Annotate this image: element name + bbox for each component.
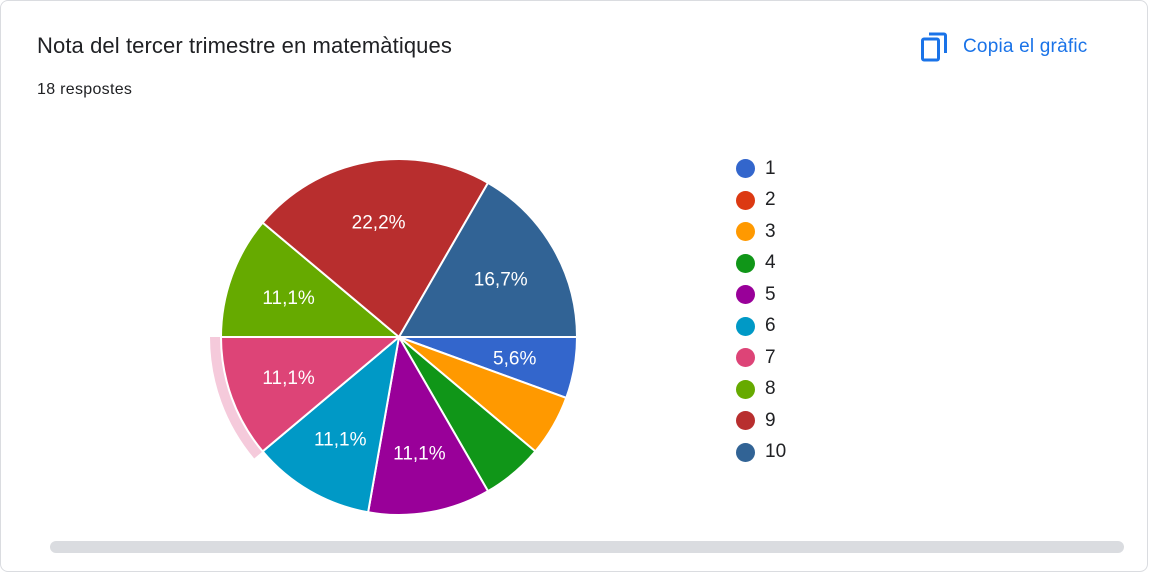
slice-label-7: 11,1% xyxy=(262,368,315,389)
legend-item-8[interactable]: 8 xyxy=(736,374,786,406)
legend-swatch-9 xyxy=(736,411,755,430)
legend-item-1[interactable]: 1 xyxy=(736,153,786,185)
slice-label-1: 5,6% xyxy=(493,348,536,369)
legend-item-3[interactable]: 3 xyxy=(736,216,786,248)
legend-item-9[interactable]: 9 xyxy=(736,405,786,437)
legend-item-7[interactable]: 7 xyxy=(736,342,786,374)
chart-legend: 1 2 3 4 5 6 7 8 9 10 xyxy=(736,153,786,468)
legend-label-6: 6 xyxy=(765,315,776,337)
legend-swatch-10 xyxy=(736,443,755,462)
legend-item-2[interactable]: 2 xyxy=(736,185,786,217)
legend-label-2: 2 xyxy=(765,189,776,211)
slice-label-8: 11,1% xyxy=(262,288,315,309)
legend-label-7: 7 xyxy=(765,347,776,369)
slice-label-6: 11,1% xyxy=(314,430,367,451)
legend-label-10: 10 xyxy=(765,441,786,463)
legend-swatch-4 xyxy=(736,254,755,273)
legend-swatch-2 xyxy=(736,191,755,210)
legend-swatch-3 xyxy=(736,222,755,241)
legend-swatch-8 xyxy=(736,380,755,399)
legend-swatch-6 xyxy=(736,317,755,336)
legend-swatch-1 xyxy=(736,159,755,178)
legend-label-8: 8 xyxy=(765,378,776,400)
legend-label-1: 1 xyxy=(765,158,776,180)
slice-label-10: 16,7% xyxy=(474,269,528,290)
horizontal-scrollbar[interactable] xyxy=(50,541,1124,553)
legend-item-5[interactable]: 5 xyxy=(736,279,786,311)
legend-item-10[interactable]: 10 xyxy=(736,437,786,469)
legend-swatch-5 xyxy=(736,285,755,304)
legend-swatch-7 xyxy=(736,348,755,367)
legend-label-4: 4 xyxy=(765,252,776,274)
slice-label-9: 22,2% xyxy=(352,212,406,233)
legend-item-6[interactable]: 6 xyxy=(736,311,786,343)
legend-item-4[interactable]: 4 xyxy=(736,248,786,280)
legend-label-9: 9 xyxy=(765,410,776,432)
legend-label-5: 5 xyxy=(765,284,776,306)
slice-label-5: 11,1% xyxy=(393,444,446,465)
legend-label-3: 3 xyxy=(765,221,776,243)
